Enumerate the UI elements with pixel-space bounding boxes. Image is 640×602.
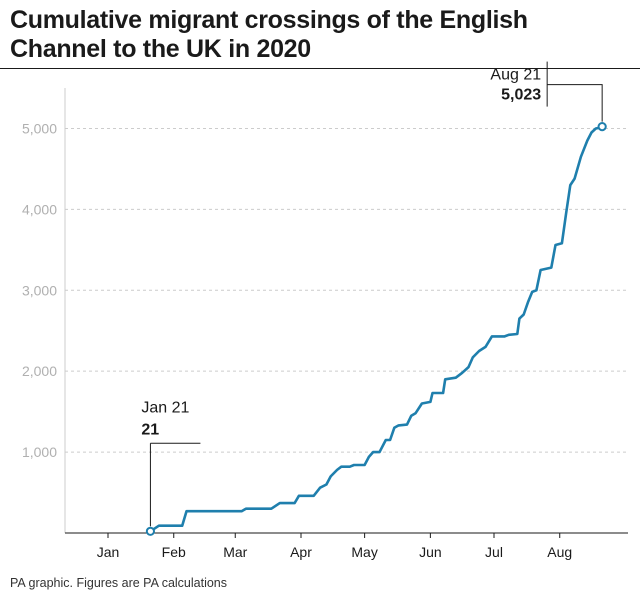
chart-title: Cumulative migrant crossings of the Engl… (10, 6, 528, 63)
callout-leader (547, 84, 603, 122)
line-chart: 1,000 2,000 3,000 4,000 5,000 Jan Feb Mar Apr Ma… (22, 61, 628, 560)
data-point-marker (145, 526, 156, 536)
x-tick-label: Aug (547, 544, 572, 560)
y-tick-label: 1,000 (22, 444, 57, 460)
series-group (149, 125, 604, 533)
x-tick-label: Jul (485, 544, 503, 560)
x-tick-label: Feb (162, 544, 186, 560)
callout-date-label: Aug 21 (490, 67, 541, 84)
annotations: Jan 21 21 Aug 21 5,023 (141, 61, 607, 536)
data-point-marker (597, 121, 607, 132)
x-axis-ticks: Jan Feb Mar Apr May Jun Jul Aug (97, 533, 572, 560)
x-tick-label: Mar (223, 544, 247, 560)
y-axis-ticks: 1,000 2,000 3,000 4,000 5,000 (22, 120, 57, 460)
y-tick-label: 4,000 (22, 201, 57, 217)
x-tick-label: Jan (97, 544, 120, 560)
title-rule (0, 68, 640, 69)
callout-date-label: Jan 21 (141, 399, 189, 416)
callout-value-label: 5,023 (501, 87, 541, 104)
y-tick-label: 2,000 (22, 363, 57, 379)
y-tick-label: 3,000 (22, 282, 57, 298)
x-tick-label: Jun (419, 544, 442, 560)
callout-value-label: 21 (141, 421, 159, 438)
x-tick-label: Apr (290, 544, 312, 560)
x-tick-label: May (351, 544, 377, 560)
source-footer: PA graphic. Figures are PA calculations (10, 576, 228, 590)
series-line (149, 125, 604, 533)
y-tick-label: 5,000 (22, 120, 57, 136)
